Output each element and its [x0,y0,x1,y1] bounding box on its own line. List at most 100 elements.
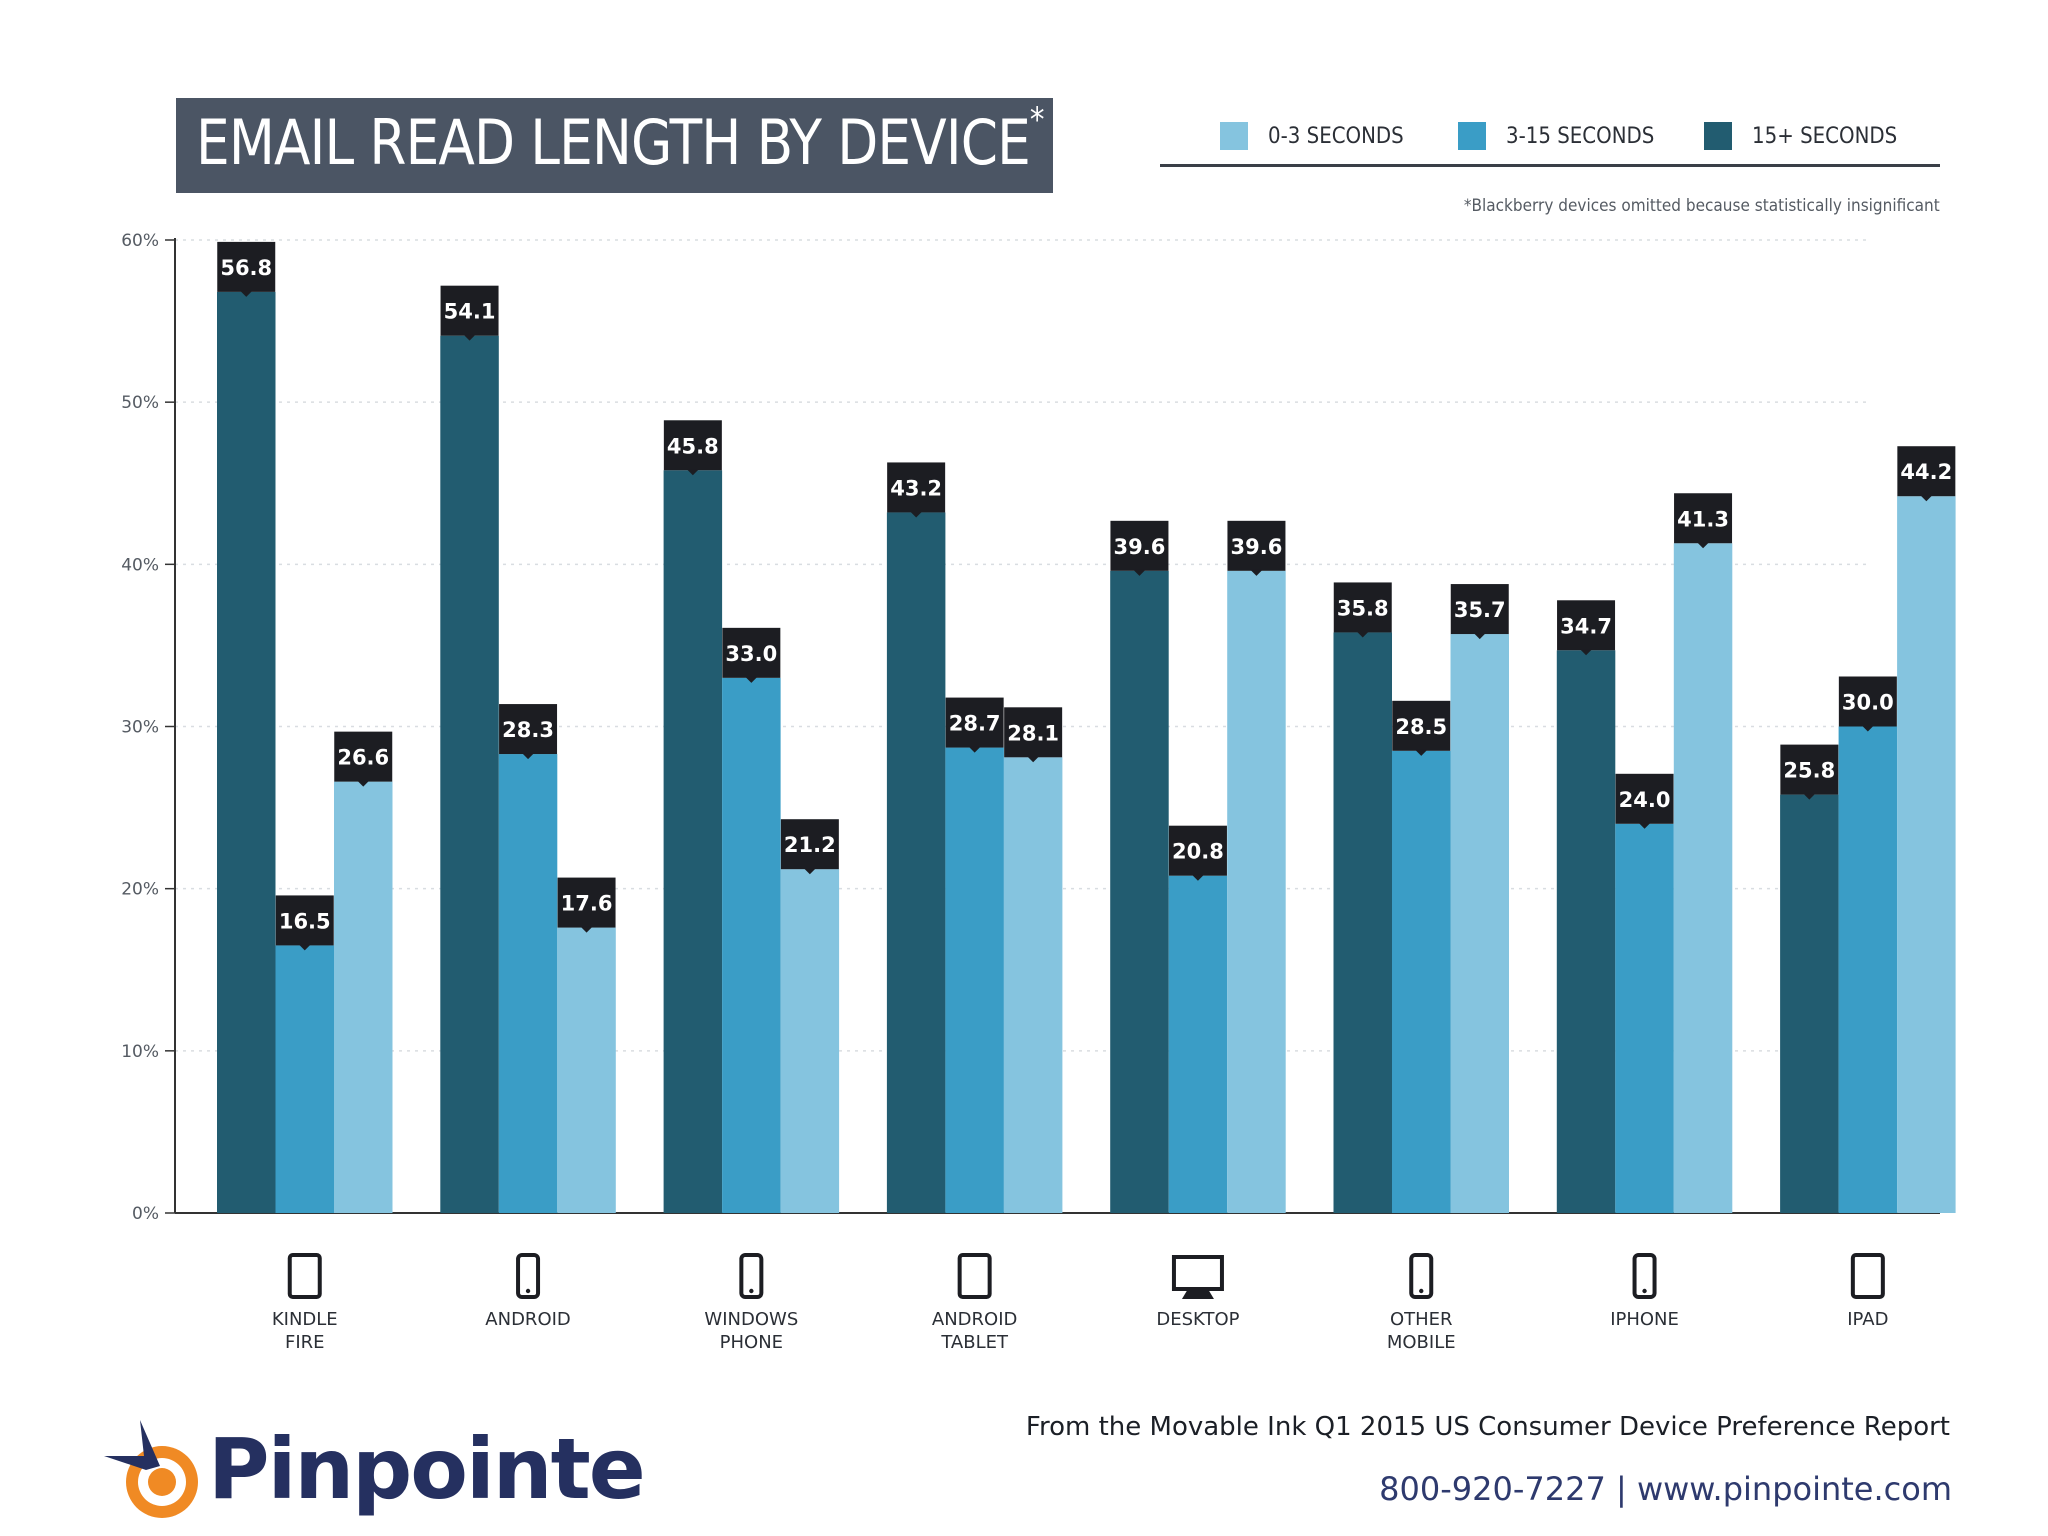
value-label: 20.8 [1172,840,1224,864]
phone-body [516,1253,541,1299]
value-label-box [1333,582,1392,633]
value-label: 30.0 [1842,691,1894,715]
bar [1110,570,1169,1213]
legend-item-15-plus-seconds: 15+ SECONDS [1704,122,1913,150]
value-label-pointer [1356,631,1369,638]
value-label-box [557,877,616,928]
contact-info[interactable]: 800-920-7227 | www.pinpointe.com [1379,1470,1952,1508]
value-label-pointer [1697,542,1710,549]
phone-button [525,1288,531,1294]
bar [1333,632,1392,1213]
value-label-pointer [1803,793,1816,800]
bar [945,747,1004,1213]
category-label: IPHONE [1610,1309,1679,1330]
category-label: OTHER [1390,1309,1453,1330]
bar [1556,650,1616,1213]
legend-item-0-3-seconds: 0-3 SECONDS [1220,122,1419,150]
value-label-pointer [357,780,370,787]
value-label: 54.1 [444,300,496,324]
category-label: TABLET [940,1332,1009,1353]
value-label-pointer [298,944,311,951]
value-label: 28.7 [949,712,1001,736]
value-label-pointer [686,469,699,476]
value-label-box [1450,584,1509,635]
value-label-box [887,462,946,513]
bar [1780,794,1839,1213]
value-label: 39.6 [1231,535,1283,559]
source-citation: From the Movable Ink Q1 2015 US Consumer… [1025,1412,1950,1442]
value-label-box [945,697,1004,748]
monitor-stand [1181,1289,1214,1299]
y-tick-label: 10% [121,1042,159,1062]
value-label-pointer [1580,649,1593,656]
bar [722,677,781,1213]
bar [1838,726,1898,1213]
value-label: 39.6 [1114,535,1166,559]
value-label-box [1557,600,1616,651]
bar [1003,757,1063,1213]
value-label: 35.7 [1454,598,1506,622]
bar [1168,875,1228,1213]
desktop-monitor-icon [1171,1255,1224,1299]
value-label-pointer [1920,495,1933,502]
value-label-pointer [1133,569,1146,576]
category-label: DESKTOP [1156,1309,1239,1330]
y-tick-label: 30% [121,718,159,738]
value-label: 28.3 [502,718,554,742]
bar [1897,496,1956,1213]
value-label: 21.2 [784,833,836,857]
value-label: 56.8 [220,256,272,280]
bar [663,470,723,1213]
value-label: 45.8 [667,434,719,458]
value-label-box [1897,446,1956,497]
value-label-box [499,704,558,755]
chart-title-text: EMAIL READ LENGTH BY DEVICE [196,106,1031,179]
value-label-box [1110,520,1169,571]
value-label-pointer [580,926,593,933]
value-label-pointer [240,290,253,297]
tablet-icon [957,1253,992,1299]
value-label-pointer [1638,822,1651,829]
tablet-body [957,1253,992,1299]
y-tick-label: 60% [121,231,159,251]
category-label: ANDROID [485,1309,570,1330]
value-label: 28.1 [1007,721,1059,745]
value-label-box [1780,744,1839,795]
bar [780,869,840,1213]
value-label-pointer [1415,749,1428,756]
chart-footnote: *Blackberry devices omitted because stat… [1464,196,1940,216]
value-label: 17.6 [561,892,613,916]
smartphone-icon [516,1253,541,1299]
tablet-icon [1850,1253,1885,1299]
bar [1392,750,1451,1213]
bar [1227,570,1286,1213]
bar [1615,823,1674,1213]
value-label-pointer [1027,756,1040,763]
value-label-box [663,420,722,471]
legend-label: 0-3 SECONDS [1268,123,1404,149]
value-label-box [722,627,781,678]
value-label-pointer [968,746,981,753]
bar [557,927,616,1213]
y-tick-label: 0% [132,1204,159,1224]
legend-swatch [1220,122,1248,150]
smartphone-icon [739,1253,764,1299]
pinpointe-logo[interactable]: Pinpointe [100,1418,646,1528]
legend-item-3-15-seconds: 3-15 SECONDS [1458,122,1671,150]
value-label-pointer [803,868,816,875]
value-label-box [275,895,334,946]
legend-label: 3-15 SECONDS [1506,123,1655,149]
phone-body [1409,1253,1434,1299]
value-label: 28.5 [1395,715,1447,739]
value-label-box [1615,773,1674,824]
title-footnote-mark: * [1029,100,1045,140]
value-label: 16.5 [279,909,331,933]
value-label-pointer [1861,725,1874,732]
value-label-box [1838,676,1897,727]
category-label: WINDOWS [704,1309,798,1330]
value-label: 35.8 [1337,596,1389,620]
tablet-icon [287,1253,322,1299]
category-label: IPAD [1847,1309,1888,1330]
value-label-box [1392,700,1451,751]
